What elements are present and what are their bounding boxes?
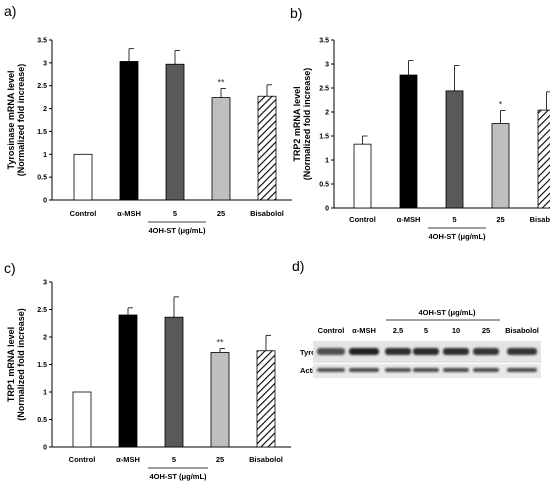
y-tick-label: 1.5	[319, 134, 329, 141]
y-tick-label: 2.5	[37, 83, 47, 90]
tyrosinase-band	[317, 348, 345, 355]
x-tick-label: 5	[172, 455, 176, 464]
panel-label-c: c)	[4, 260, 16, 276]
x-tick-label: Control	[349, 215, 376, 224]
y-tick-label: 3.5	[37, 38, 47, 45]
bar	[72, 391, 92, 448]
x-tick-label: Bisabolol	[249, 455, 283, 464]
bar	[73, 153, 93, 201]
group-label: 4OH-ST (μg/mL)	[428, 232, 486, 241]
group-label: 4OH-ST (μg/mL)	[148, 226, 206, 235]
chart-c: c) 0 0.5 1 1.5 2 2.5 3 TRP1 mRNA level (Normaliz…	[4, 260, 291, 481]
lane-label: Bisabolol	[505, 326, 539, 335]
panel-label-d: d)	[292, 258, 304, 274]
actin-band	[507, 368, 537, 372]
chart-b: b) 0 0.5 1 1.5 2 2.5 3 3.5 TRP2 mRNA level (Norma…	[290, 5, 550, 241]
actin-band	[473, 368, 499, 372]
row-label-actin: Actin	[300, 366, 319, 375]
lane-label: 10	[452, 326, 460, 335]
y-tick-label: 3.5	[319, 38, 329, 45]
y-tick-label: 1.5	[37, 129, 47, 136]
y-axis-label-units: (Normalized fold increase)	[16, 308, 26, 421]
bar	[257, 95, 277, 201]
lane-label: α-MSH	[352, 326, 376, 335]
y-axis-label-units: (Normalized fold increase)	[302, 68, 312, 181]
chart-a: a) 0 0.5 1 1.5 2 2.5 3 3.5 Tyrosinase mRNA level…	[4, 3, 292, 235]
y-tick-label: 0.5	[319, 182, 329, 189]
lane-label: 2.5	[393, 326, 403, 335]
tyrosinase-band	[349, 348, 379, 355]
significance-mark: *	[499, 100, 503, 110]
y-tick-label: 0.5	[37, 175, 47, 182]
lane-label: 25	[482, 326, 490, 335]
western-blot: d) 4OH-ST (μg/mL) Control α-MSH 2.5 5 10 25 Bis…	[292, 258, 541, 378]
x-tick-label: α-MSH	[116, 455, 140, 464]
y-tick-label: 2	[43, 335, 47, 342]
significance-mark: **	[217, 77, 225, 87]
y-tick-label: 1	[325, 158, 329, 165]
y-tick-label: 0	[43, 198, 47, 205]
x-tick-label: 25	[216, 455, 224, 464]
bar	[165, 63, 185, 201]
actin-band	[385, 368, 411, 372]
bar	[119, 61, 139, 201]
x-tick-label: α-MSH	[117, 209, 141, 218]
y-axis-label-units: (Normalized fold increase)	[16, 64, 26, 177]
tyrosinase-band	[385, 348, 411, 355]
y-tick-label: 0.5	[37, 417, 47, 424]
y-axis-label: TRP2 mRNA level	[292, 86, 302, 161]
blot-group-label: 4OH-ST (μg/mL)	[418, 308, 476, 317]
y-tick-label: 3	[43, 280, 47, 287]
y-tick-label: 0	[43, 445, 47, 452]
y-tick-label: 1	[43, 390, 47, 397]
y-axis-label: Tyrosinase mRNA level	[6, 70, 16, 169]
group-label: 4OH-ST (μg/mL)	[149, 472, 207, 481]
x-tick-label: 25	[217, 209, 225, 218]
x-tick-label: Bisabolol	[530, 215, 550, 224]
actin-band	[413, 368, 439, 372]
x-tick-label: 5	[173, 209, 177, 218]
panel-label-a: a)	[4, 3, 16, 19]
lane-label: 5	[424, 326, 428, 335]
y-tick-label: 3	[325, 62, 329, 69]
bar	[164, 316, 184, 448]
x-tick-label: Bisabolol	[250, 209, 284, 218]
tyrosinase-band	[413, 348, 439, 355]
x-tick-label: 25	[496, 215, 504, 224]
y-tick-label: 1.5	[37, 362, 47, 369]
bar	[445, 90, 464, 209]
bar	[211, 97, 231, 201]
actin-band	[349, 368, 379, 372]
x-tick-label: 5	[452, 215, 456, 224]
tyrosinase-band	[473, 348, 499, 355]
actin-band	[443, 368, 469, 372]
y-axis-label: TRP1 mRNA level	[6, 327, 16, 402]
lane-label: Control	[318, 326, 345, 335]
actin-band	[317, 368, 345, 372]
bar	[118, 314, 138, 448]
panel-label-b: b)	[290, 5, 302, 21]
y-tick-label: 0	[325, 206, 329, 213]
x-tick-label: Control	[70, 209, 97, 218]
y-tick-label: 2.5	[319, 86, 329, 93]
y-tick-label: 3	[43, 60, 47, 67]
bar	[537, 109, 550, 209]
bar	[210, 351, 230, 448]
bar	[399, 74, 418, 209]
bar	[491, 123, 510, 209]
x-tick-label: Control	[69, 455, 96, 464]
y-tick-label: 2.5	[37, 307, 47, 314]
x-tick-label: α-MSH	[397, 215, 421, 224]
bar	[256, 350, 276, 448]
significance-mark: **	[216, 338, 224, 348]
y-tick-label: 2	[325, 110, 329, 117]
tyrosinase-band	[443, 348, 469, 355]
y-tick-label: 1	[43, 152, 47, 159]
y-tick-label: 2	[43, 106, 47, 113]
bar	[353, 143, 372, 209]
tyrosinase-band	[507, 348, 537, 355]
